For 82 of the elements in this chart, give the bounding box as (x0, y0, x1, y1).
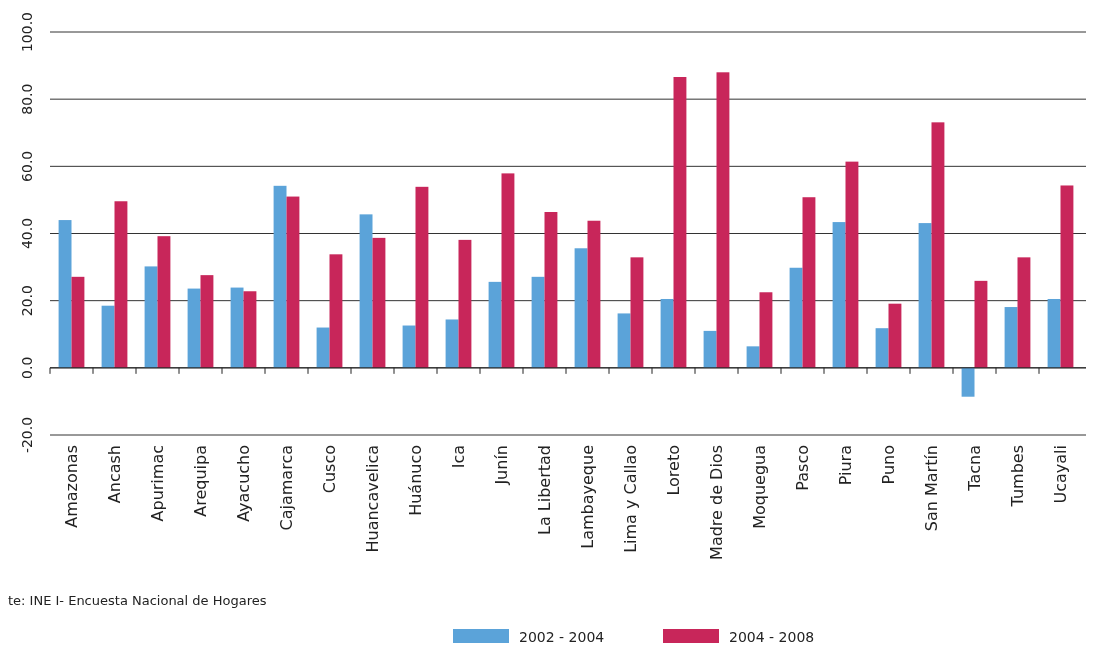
x-tick-label: Lima y Callao (620, 445, 640, 553)
x-tick-label: Huánuco (405, 445, 425, 516)
bar (531, 276, 545, 368)
bar (501, 173, 515, 368)
bar (243, 291, 257, 368)
bar (574, 248, 588, 368)
x-tick-label: Huancavelica (362, 445, 382, 553)
x-tick-label: Arequipa (190, 445, 210, 517)
bar (58, 220, 72, 368)
bar (144, 266, 158, 368)
x-tick-label: Amazonas (61, 445, 81, 528)
bar (273, 185, 287, 368)
x-tick-label: Ancash (104, 445, 124, 504)
bar (716, 72, 730, 368)
bar (286, 196, 300, 368)
bar (359, 214, 373, 368)
y-tick-label: 80.0 (19, 83, 35, 115)
y-tick-label: 20.0 (19, 285, 35, 317)
x-tick-label: San Martín (921, 445, 941, 532)
bar (918, 223, 932, 368)
bar (931, 122, 945, 368)
y-tick-label: 0.0 (19, 356, 35, 379)
bar (157, 236, 171, 368)
bar (402, 325, 416, 368)
bar (845, 161, 859, 368)
x-tick-label: Junín (491, 445, 511, 486)
bar (832, 222, 846, 368)
x-tick-label: Tumbes (1007, 445, 1027, 508)
x-tick-label: Ayacucho (233, 445, 253, 522)
y-tick-label: 100.0 (19, 11, 35, 53)
bar (789, 267, 803, 368)
bar (372, 237, 386, 368)
bar (458, 239, 472, 368)
y-tick-label: 60.0 (19, 150, 35, 182)
bar (875, 328, 889, 368)
x-tick-label: Moquegua (749, 445, 769, 529)
bar (802, 197, 816, 368)
bar (660, 298, 674, 368)
x-tick-label: Apurimac (147, 445, 167, 522)
x-tick-label: Cajamarca (276, 445, 296, 531)
bar (630, 257, 644, 368)
bar (1004, 307, 1018, 368)
x-tick-label: Piura (835, 445, 855, 486)
bar (703, 330, 717, 368)
bar (114, 201, 128, 368)
bar (746, 346, 760, 368)
x-tick-label: Loreto (663, 445, 683, 496)
bar (759, 292, 773, 368)
x-tick-label: Lambayeque (577, 445, 597, 549)
x-tick-label: Tacna (964, 445, 984, 492)
x-tick-label: Ucayali (1050, 445, 1070, 504)
bar (200, 275, 214, 368)
bar (415, 186, 429, 368)
bar (587, 220, 601, 368)
bar (71, 276, 85, 368)
y-tick-label: 40.0 (19, 217, 35, 250)
x-tick-label: La Libertad (534, 445, 554, 535)
x-tick-label: Cusco (319, 445, 339, 494)
bar (445, 319, 459, 368)
text: te: INE I- Encuesta Nacional de Hogares (8, 593, 267, 608)
bar (888, 303, 902, 368)
legend-label: 2002 - 2004 (519, 629, 605, 645)
x-tick-label: Ica (448, 445, 468, 469)
bar (488, 281, 502, 368)
x-tick-label: Madre de Dios (706, 445, 726, 560)
bar (101, 305, 115, 368)
bar (617, 313, 631, 368)
bar (961, 367, 975, 397)
bar (230, 287, 244, 368)
bar (544, 212, 558, 368)
bar (329, 254, 343, 368)
bar (1017, 257, 1031, 368)
bar (974, 280, 988, 368)
bar (673, 77, 687, 368)
bar (1060, 185, 1074, 368)
legend-label: 2004 - 2008 (729, 629, 815, 645)
x-tick-label: Puno (878, 445, 898, 485)
bar (187, 288, 201, 368)
bar (316, 327, 330, 368)
y-tick-label: -20.0 (19, 416, 35, 454)
bar (1047, 298, 1061, 368)
x-tick-label: Pasco (792, 445, 812, 491)
